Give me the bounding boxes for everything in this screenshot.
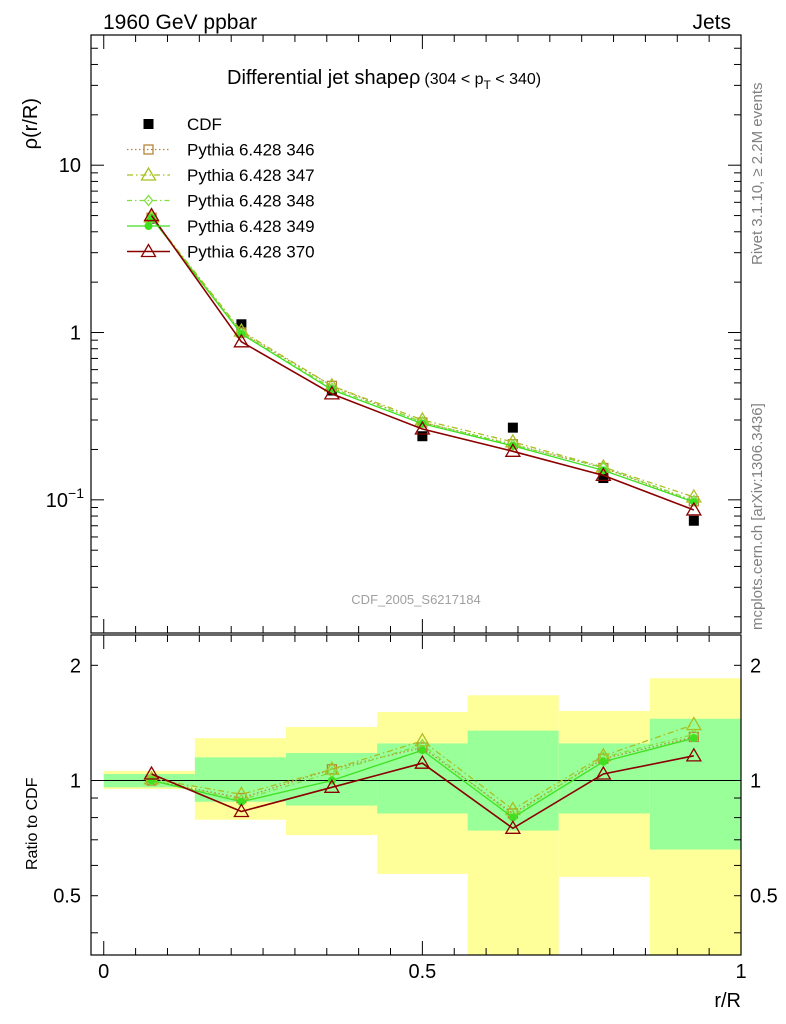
- top-ytick-label: 1: [70, 323, 81, 345]
- top-point-5-6: [685, 501, 702, 516]
- legend-label-0: CDF: [187, 115, 222, 134]
- legend-entry-2: Pythia 6.428 347: [127, 166, 315, 185]
- top-series-5: [143, 207, 702, 516]
- analysis-watermark: CDF_2005_S6217184: [351, 592, 480, 607]
- xtick-label: 1: [735, 961, 746, 983]
- ratio-ytick-label-right: 2: [750, 655, 761, 677]
- ratio-point-3-1: [237, 797, 246, 806]
- rivet-version-label: Rivet 3.1.10, ≥ 2.2M events: [749, 83, 766, 266]
- top-point-5-4: [504, 443, 521, 457]
- ratio-point-3-5: [599, 757, 608, 766]
- ratio-ytick-label-right: 0.5: [750, 886, 778, 908]
- collision-label: 1960 GeV ppbar: [103, 11, 257, 34]
- top-ytick-label: 10−1: [46, 485, 84, 512]
- ratio-series-group: [143, 716, 702, 834]
- top-point-0-4: [507, 422, 518, 433]
- legend-entry-4: Pythia 6.428 349: [127, 217, 315, 236]
- tick-base: 10: [46, 490, 68, 512]
- ratio-uncertainty-bands: [103, 678, 741, 955]
- top-point-5-0: [143, 207, 160, 222]
- legend-marker-5: [140, 243, 157, 258]
- legend-entry-1: Pythia 6.428 346: [127, 141, 315, 160]
- ratio-series-line-4: [151, 755, 695, 830]
- plot-title-range-post: < 340): [491, 71, 541, 88]
- top-series-line-5: [150, 215, 695, 511]
- legend-label-3: Pythia 6.428 348: [187, 192, 315, 211]
- y-axis-label-top: ρ(r/R): [20, 98, 42, 149]
- legend-marker-3: [143, 194, 154, 207]
- top-point-5-5: [595, 467, 612, 482]
- legend-marker-0: [143, 119, 154, 129]
- plot-title-range-sub: T: [484, 78, 492, 92]
- top-ytick-label: 10: [59, 155, 81, 177]
- top-point-5-2: [323, 385, 341, 400]
- ratio-ytick-label-left: 0.5: [53, 886, 81, 908]
- ratio-point-3-4: [508, 813, 517, 822]
- top-point-5-1: [233, 333, 250, 348]
- legend-label-2: Pythia 6.428 347: [187, 166, 315, 185]
- top-point-0-6: [688, 515, 699, 526]
- plot-title: Differential jet shapeρ (304 < pT < 340): [227, 67, 541, 92]
- legend-marker-4: [144, 222, 153, 230]
- top-point-0-5: [598, 473, 609, 484]
- top-point-5-3: [414, 420, 431, 435]
- ratio-series-4: [143, 747, 702, 834]
- ratio-point-4-3: [414, 754, 431, 769]
- ratio-point-3-3: [418, 746, 427, 755]
- top-point-4-2: [327, 385, 336, 394]
- ratio-point-3-6: [689, 734, 698, 743]
- mcplots-label: mcplots.cern.ch [arXiv:1306.3436]: [749, 403, 766, 630]
- y-axis-label-ratio: Ratio to CDF: [24, 777, 41, 870]
- legend-label-5: Pythia 6.428 370: [187, 243, 315, 262]
- legend-entry-3: Pythia 6.428 348: [127, 192, 315, 211]
- ratio-point-4-0: [143, 765, 160, 780]
- plot-title-rho: ρ: [409, 67, 420, 89]
- legend-entry-5: Pythia 6.428 370: [127, 243, 315, 262]
- top-series-group: [143, 207, 702, 526]
- x-axis-label: r/R: [714, 990, 741, 1012]
- ratio-point-3-0: [147, 776, 156, 785]
- ratio-point-4-2: [323, 779, 341, 793]
- legend-label-1: Pythia 6.428 346: [187, 141, 315, 160]
- ratio-frame: [90, 634, 742, 956]
- legend-label-4: Pythia 6.428 349: [187, 217, 315, 236]
- ratio-point-4-4: [504, 820, 521, 834]
- top-frame: [90, 34, 742, 634]
- plot-title-range-pre: (304 < p: [424, 71, 483, 88]
- ratio-ytick-label-right: 1: [750, 771, 761, 793]
- process-label: Jets: [692, 11, 731, 34]
- ratio-point-4-1: [233, 803, 250, 818]
- legend-marker-2: [140, 166, 157, 181]
- ratio-ytick-label-left: 1: [70, 771, 81, 793]
- ratio-point-4-6: [685, 747, 702, 762]
- ratio-ytick-label-left: 2: [70, 655, 81, 677]
- xtick-label: 0.5: [408, 961, 436, 983]
- ratio-point-4-5: [595, 765, 612, 780]
- ratio-plot-panel: 0.5 0.5 1 1 2 2 0 0.5 1: [53, 634, 778, 983]
- legend-marker-1: [143, 144, 154, 155]
- plot-title-main: Differential jet shape: [227, 67, 409, 89]
- ratio-point-1-3: [414, 732, 431, 747]
- ratio-point-1-2: [323, 760, 341, 775]
- top-point-0-3: [417, 431, 428, 442]
- tick-exponent: −1: [68, 485, 84, 501]
- xtick-label: 0: [98, 961, 109, 983]
- legend: CDF Pythia 6.428 346 Pythia 6.428 347 Pythi…: [127, 115, 315, 262]
- legend-entry-0: CDF: [143, 115, 222, 134]
